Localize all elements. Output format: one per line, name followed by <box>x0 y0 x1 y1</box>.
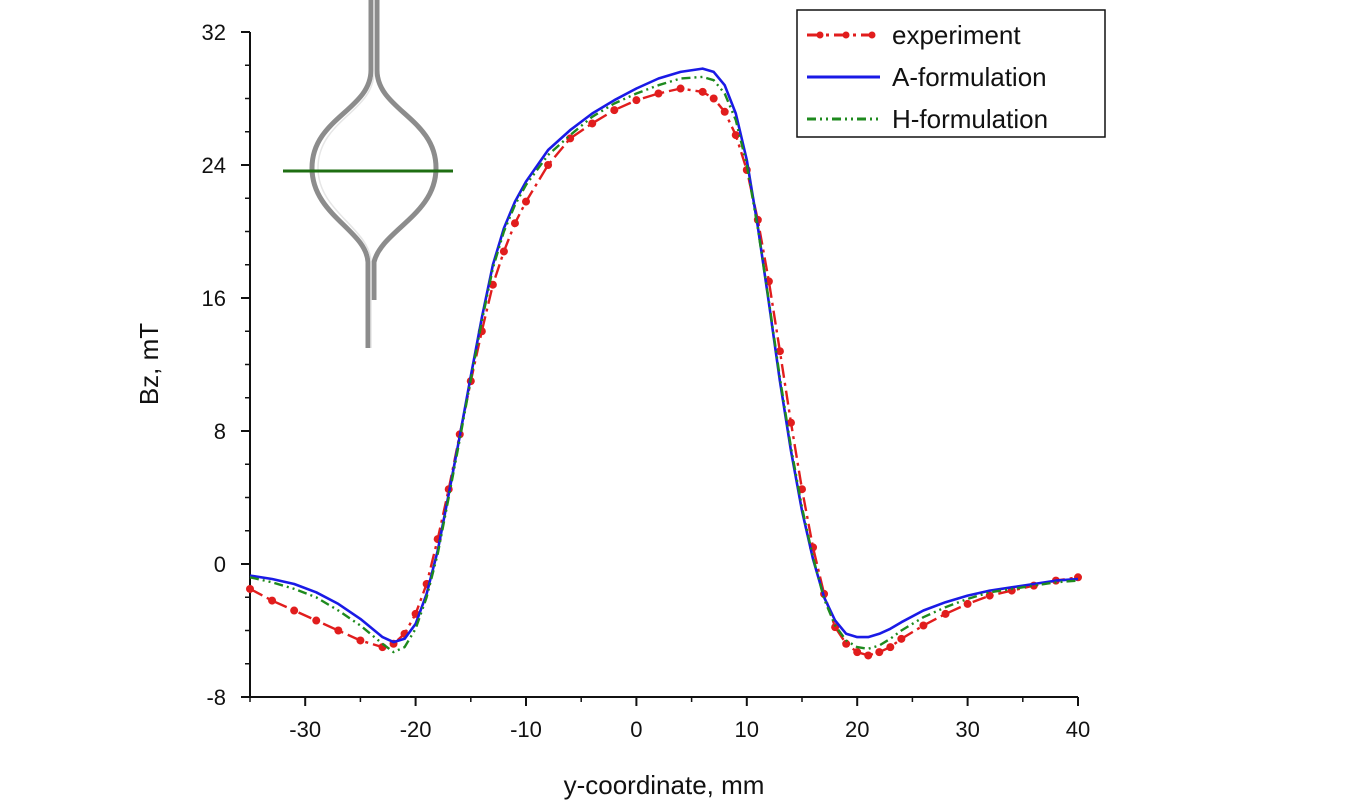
series-line-experiment <box>249 87 1079 657</box>
experiment-point <box>290 606 299 615</box>
experiment-point <box>566 134 575 143</box>
coil-outline-highlight <box>317 0 375 348</box>
experiment-point <box>919 621 928 630</box>
experiment-point <box>853 648 862 657</box>
legend-marker <box>868 31 876 39</box>
experiment-point <box>864 651 873 660</box>
x-tick-label: 40 <box>1066 717 1090 742</box>
y-tick-label: 8 <box>214 419 226 444</box>
coil-inset-graphic <box>283 0 453 348</box>
y-tick-label: -8 <box>206 685 226 710</box>
experiment-point <box>886 643 895 652</box>
experiment-point <box>720 107 729 116</box>
experiment-point <box>842 639 851 648</box>
legend-marker <box>842 31 850 39</box>
coil-outline <box>309 0 374 348</box>
y-tick-label: 24 <box>202 153 226 178</box>
legend: experiment A-formulation H-formulation <box>796 9 1106 138</box>
y-tick-label: 32 <box>202 20 226 45</box>
experiment-point <box>875 648 884 657</box>
experiment-point <box>588 119 597 128</box>
y-tick-label: 16 <box>202 286 226 311</box>
x-tick-label: 10 <box>735 717 759 742</box>
experiment-point <box>522 197 530 206</box>
x-tick-label: -10 <box>510 717 542 742</box>
coil-outline-right <box>371 0 439 300</box>
legend-label: H-formulation <box>892 104 1048 134</box>
legend-label: A-formulation <box>892 62 1047 92</box>
experiment-point <box>654 89 663 98</box>
experiment-point <box>775 347 784 356</box>
experiment-point <box>610 106 619 115</box>
x-tick-label: -30 <box>289 717 321 742</box>
series-line-a-formulation <box>249 67 1079 644</box>
x-tick-label: 20 <box>845 717 869 742</box>
x-axis-title: y-coordinate, mm <box>564 770 765 800</box>
experiment-point <box>312 616 321 625</box>
experiment-point <box>941 609 950 618</box>
experiment-point <box>632 96 641 105</box>
experiment-point <box>356 636 365 645</box>
legend-box <box>796 9 1106 138</box>
experiment-point <box>334 626 343 635</box>
experiment-point <box>831 623 840 632</box>
series-line-h-formulation <box>249 75 1079 654</box>
experiment-point <box>544 161 553 169</box>
experiment-point <box>676 84 685 93</box>
x-tick-label: 0 <box>630 717 642 742</box>
legend-label: experiment <box>892 20 1021 50</box>
experiment-point <box>731 131 740 140</box>
ticks: -30 -20 -10 0 10 20 30 40 -8 0 8 16 24 32 <box>202 20 1091 742</box>
experiment-point <box>268 596 277 605</box>
experiment-point <box>897 634 906 643</box>
experiment-point <box>709 94 718 103</box>
series-layer <box>246 67 1082 660</box>
experiment-point <box>246 584 254 593</box>
experiment-point <box>786 418 795 427</box>
experiment-point <box>499 247 508 256</box>
y-axis-title: Bz, mT <box>134 323 164 405</box>
x-tick-label: -20 <box>400 717 432 742</box>
legend-marker <box>816 31 824 39</box>
experiment-point <box>510 219 519 228</box>
experiment-point <box>963 599 972 608</box>
y-tick-label: 0 <box>214 552 226 577</box>
x-tick-label: 30 <box>955 717 979 742</box>
experiment-point <box>698 87 707 96</box>
